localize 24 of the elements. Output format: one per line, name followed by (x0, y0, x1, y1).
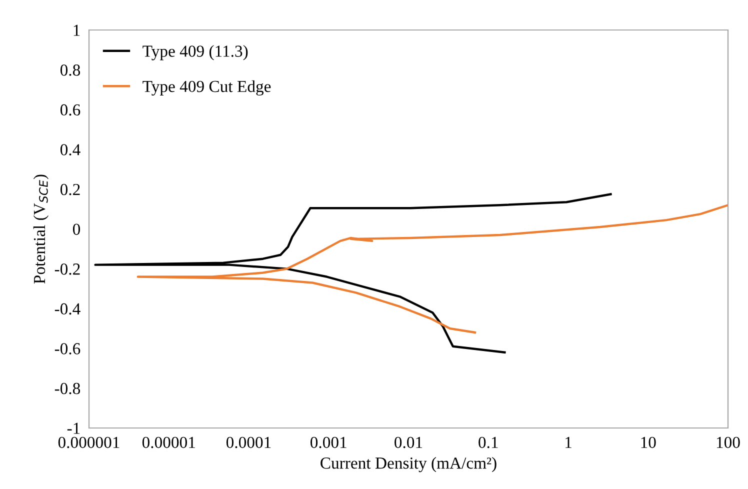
x-tick-label: 0.1 (478, 436, 498, 448)
x-axis-title: Current Density (mA/cm²) (320, 457, 496, 472)
y-tick-label: -0.6 (54, 343, 80, 354)
y-tick-label: 0.6 (60, 104, 80, 116)
x-tick-label: 0.01 (394, 436, 422, 448)
y-tick-label: 0.8 (60, 64, 80, 76)
y-tick-label: -0.8 (54, 382, 80, 394)
x-tick-label: 1 (566, 436, 572, 448)
y-tick-label: 0.4 (60, 144, 80, 156)
x-tick-label: 0.000001 (58, 436, 120, 448)
y-tick-label: -1 (67, 422, 80, 434)
x-tick-label: 0.00001 (142, 436, 195, 448)
y-tick-label: 0 (72, 224, 80, 235)
y-tick-label: -0.4 (54, 303, 80, 315)
y-tick-label: 1 (74, 24, 80, 36)
x-tick-label: 0.0001 (226, 436, 271, 448)
y-tick-label: -0.2 (54, 264, 80, 275)
x-tick-label: 100 (716, 436, 740, 448)
x-tick-label: 10 (641, 436, 656, 448)
y-tick-label: 0.2 (60, 184, 80, 196)
legend-label: Type 409 (11.3) (142, 45, 248, 60)
x-tick-label: 0.001 (310, 436, 346, 448)
legend-label: Type 409 Cut Edge (142, 80, 271, 96)
y-axis-title: Potential (V$_{SCE}$) (33, 174, 49, 284)
